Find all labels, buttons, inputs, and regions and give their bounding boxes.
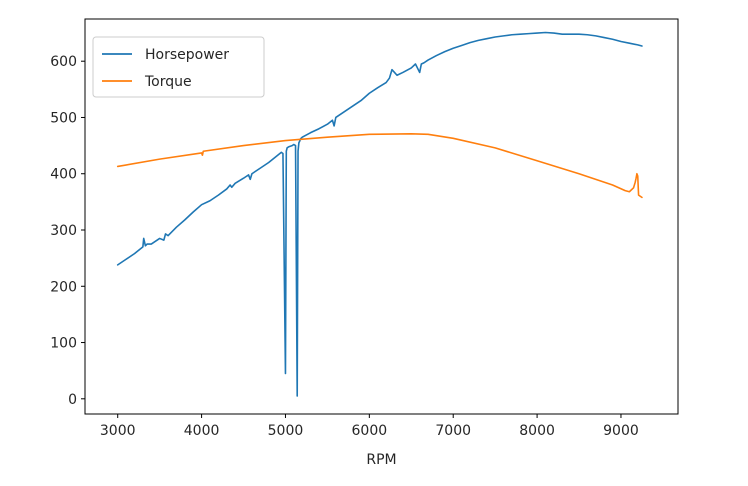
series-line-horsepower <box>116 31 643 397</box>
x-tick-label: 7000 <box>435 423 471 439</box>
x-tick-label: 3000 <box>100 423 136 439</box>
y-tick-label: 500 <box>50 110 77 126</box>
series-line-torque <box>116 132 643 199</box>
y-tick-label: 300 <box>50 223 77 239</box>
x-tick-label: 4000 <box>184 423 220 439</box>
legend-label-horsepower: Horsepower <box>145 47 229 63</box>
plot-lines <box>116 31 643 397</box>
x-axis: 3000 4000 5000 6000 7000 8000 9000 <box>100 414 639 439</box>
y-tick-label: 200 <box>50 279 77 295</box>
x-tick-label: 6000 <box>352 423 388 439</box>
legend: Horsepower Torque <box>92 36 265 98</box>
plot-frame <box>84 18 679 415</box>
y-tick-label: 0 <box>68 392 77 408</box>
y-axis: 0 100 200 300 400 500 600 <box>50 54 85 408</box>
legend-frame <box>92 36 265 98</box>
x-tick-label: 8000 <box>519 423 555 439</box>
legend-label-torque: Torque <box>144 74 192 90</box>
x-tick-label: 9000 <box>603 423 639 439</box>
y-tick-label: 100 <box>50 336 77 352</box>
x-axis-label: RPM <box>366 452 396 468</box>
x-tick-label: 5000 <box>268 423 304 439</box>
y-tick-label: 600 <box>50 54 77 70</box>
y-tick-label: 400 <box>50 167 77 183</box>
